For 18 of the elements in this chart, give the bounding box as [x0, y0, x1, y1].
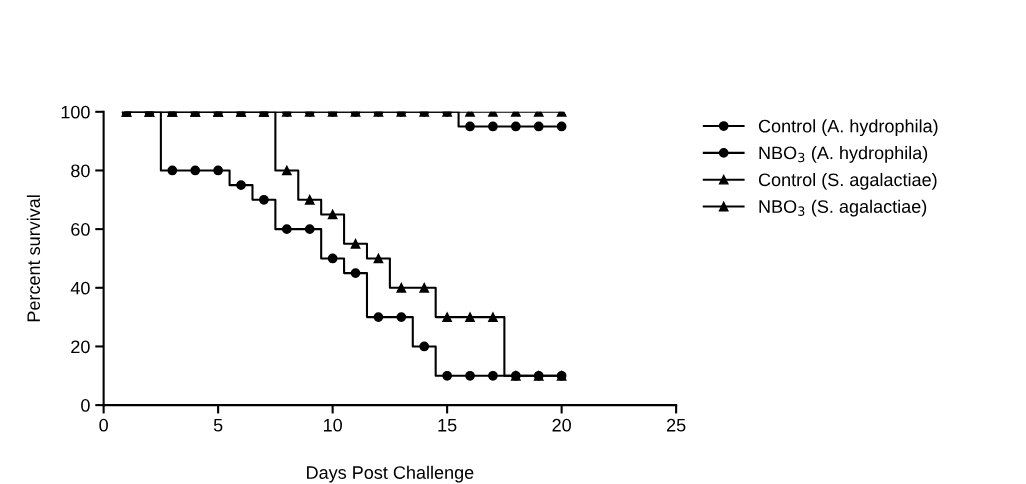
x-tick-label: 15	[438, 418, 457, 432]
legend-label: Control (A. hydrophila)	[758, 119, 938, 137]
x-tick-label: 0	[99, 418, 108, 432]
x-tick-label: 20	[552, 418, 571, 432]
legend-label: Control (S. agalactiae)	[758, 172, 937, 190]
y-tick-label: 80	[71, 164, 90, 178]
y-tick-label: 0	[81, 399, 90, 412]
x-tick-label: 5	[213, 418, 223, 432]
y-axis-title: Percent survival	[26, 195, 41, 322]
x-tick-label: 10	[323, 418, 342, 432]
y-tick-label: 40	[70, 281, 90, 295]
x-axis-title: Days Post Challenge	[307, 465, 474, 483]
y-tick-label: 20	[71, 340, 90, 354]
legend-label: NBO$_{3}$ (A. hydrophila)	[759, 146, 928, 163]
legend-label: NBO$_{3}$ (S. agalactiae)	[759, 199, 927, 217]
x-tick-label: 25	[667, 418, 686, 432]
y-tick-label: 100	[61, 105, 90, 119]
y-tick-label: 60	[71, 223, 90, 236]
